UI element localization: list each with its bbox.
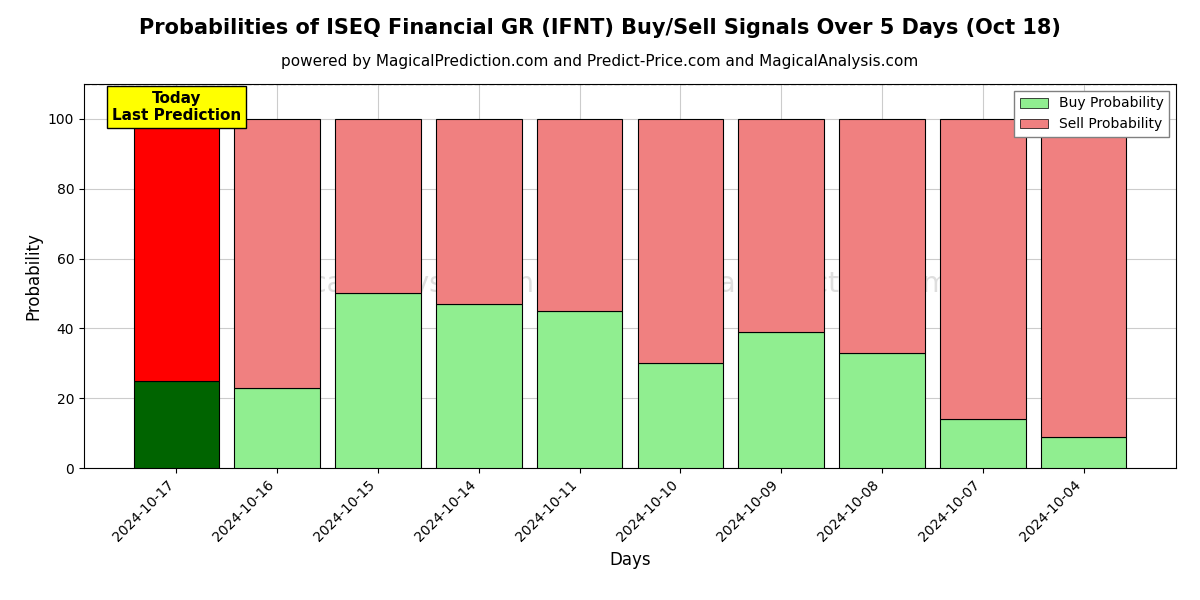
Bar [133,119,220,381]
Text: Probabilities of ISEQ Financial GR (IFNT) Buy/Sell Signals Over 5 Days (Oct 18): Probabilities of ISEQ Financial GR (IFNT… [139,18,1061,38]
Text: MagicalPrediction.com: MagicalPrediction.com [637,269,950,298]
Bar [335,119,421,293]
Bar [738,119,824,332]
Bar [436,119,522,304]
Bar [1040,119,1127,437]
Bar [536,119,623,311]
Bar [839,119,925,353]
Text: Today
Last Prediction: Today Last Prediction [112,91,241,124]
Bar [1040,437,1127,468]
Bar [637,363,724,468]
Bar [234,388,320,468]
Y-axis label: Probability: Probability [24,232,42,320]
Bar [940,419,1026,468]
Legend: Buy Probability, Sell Probability: Buy Probability, Sell Probability [1014,91,1169,137]
Text: MagicalAnalysis.com: MagicalAnalysis.com [245,269,534,298]
Bar [536,311,623,468]
Bar [436,304,522,468]
Text: powered by MagicalPrediction.com and Predict-Price.com and MagicalAnalysis.com: powered by MagicalPrediction.com and Pre… [281,54,919,69]
Bar [335,293,421,468]
Bar [234,119,320,388]
Bar [839,353,925,468]
Bar [738,332,824,468]
X-axis label: Days: Days [610,551,650,569]
Bar [637,119,724,363]
Bar [133,381,220,468]
Bar [940,119,1026,419]
